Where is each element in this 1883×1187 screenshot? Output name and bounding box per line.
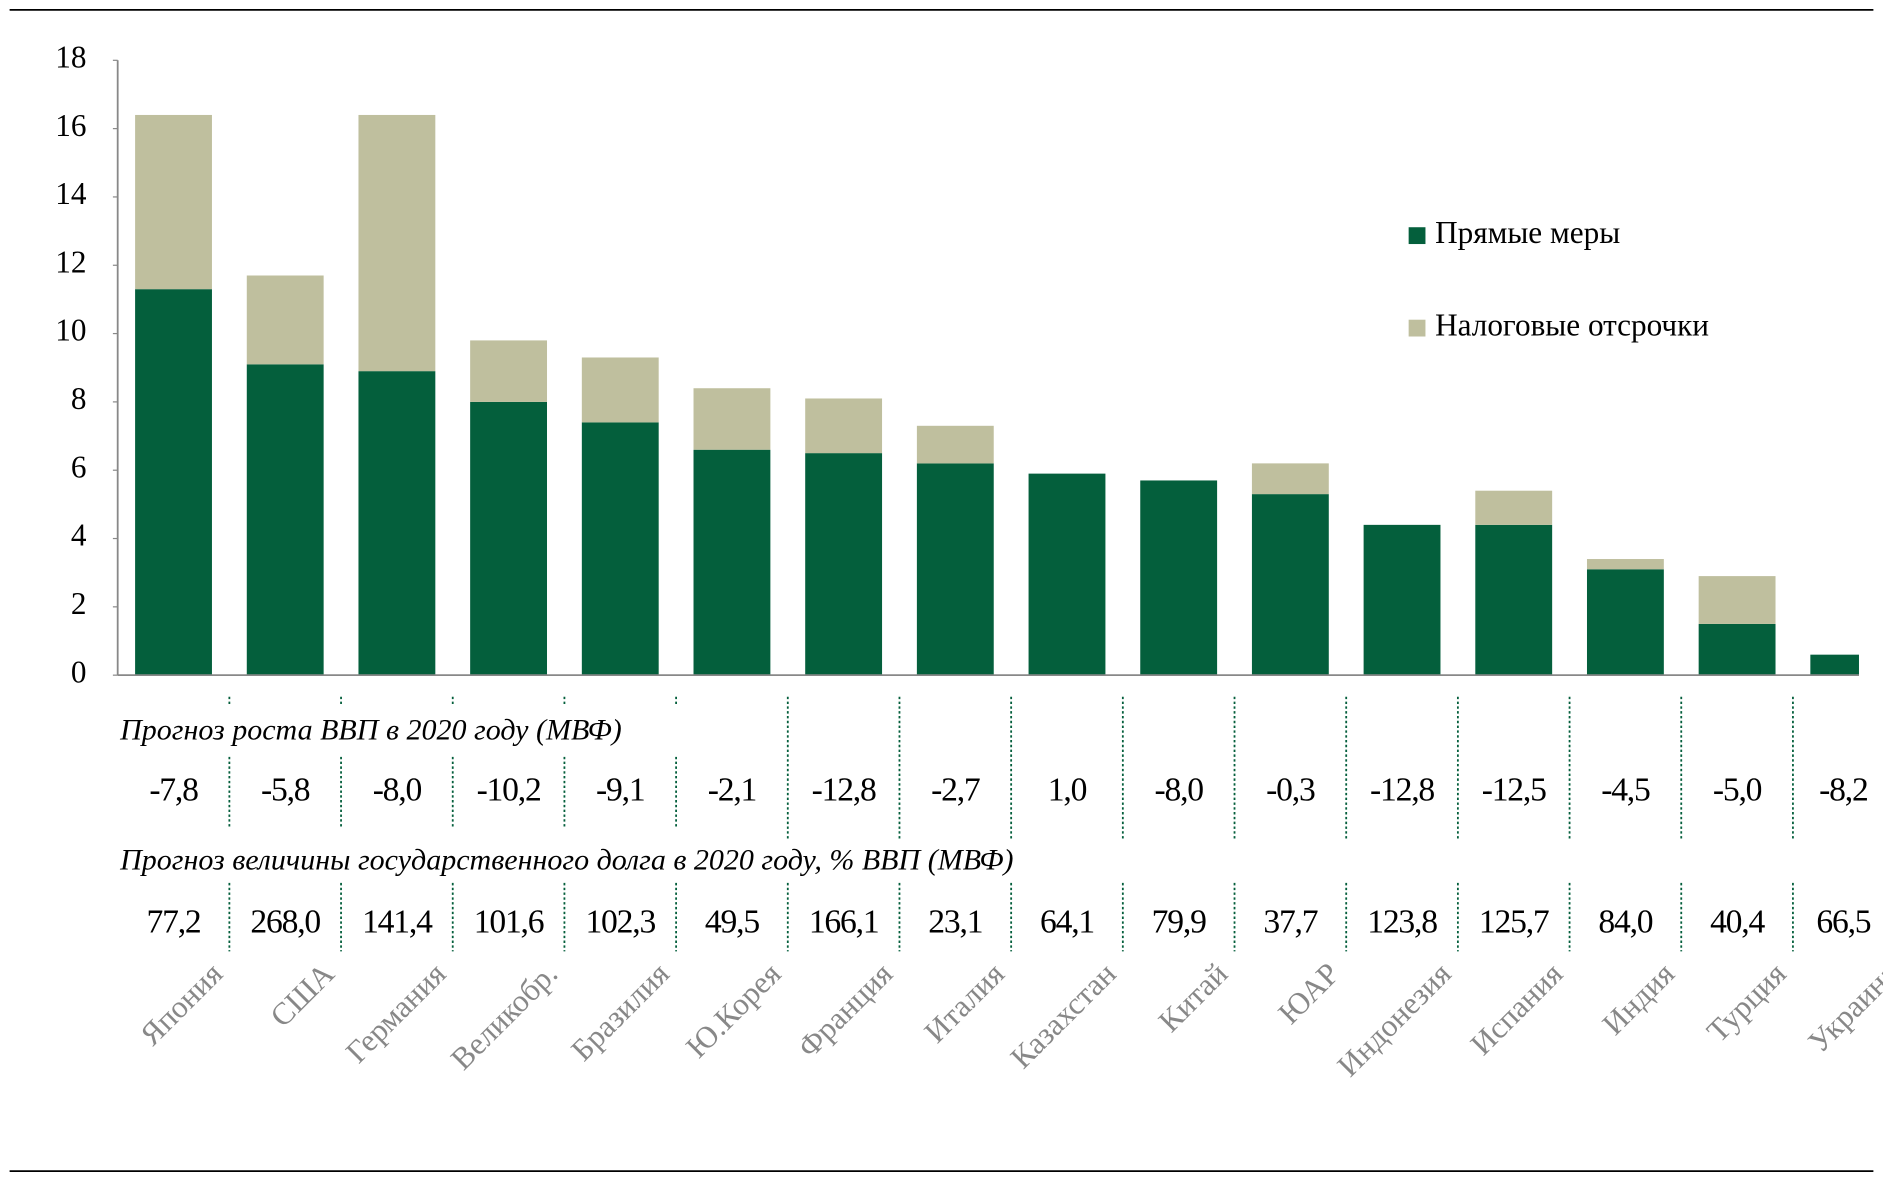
x-tick-label: Великобр. [444, 956, 565, 1077]
y-tick-label: 12 [55, 244, 86, 279]
table-value: 102,3 [585, 904, 655, 941]
table-value: -4,5 [1601, 772, 1650, 809]
bar-segment [1028, 473, 1106, 676]
table-value: -12,8 [812, 772, 876, 809]
bar-segment [805, 398, 883, 454]
y-tick-label: 6 [71, 449, 87, 484]
x-tick-label: Бразилия [564, 956, 676, 1068]
table-value: 37,7 [1263, 904, 1317, 941]
bar-segment [470, 401, 548, 676]
y-tick-label: 10 [55, 313, 86, 348]
bar-segment [581, 357, 659, 423]
x-tick-label: США [263, 956, 341, 1034]
bar-segment [358, 371, 436, 676]
table-value: 64,1 [1040, 904, 1094, 941]
bar-segment [916, 463, 994, 676]
x-tick-label: Франция [791, 956, 900, 1065]
bar-segment [1810, 654, 1859, 676]
table-row-title: Прогноз роста ВВП в 2020 году (МВФ) [119, 714, 622, 747]
bar-segment [1698, 623, 1776, 676]
y-tick-label: 2 [71, 586, 87, 621]
x-tick-label: Украина [1801, 956, 1883, 1060]
bar-segment [916, 425, 994, 464]
table-value: 66,5 [1816, 904, 1870, 941]
bar-segment [1251, 494, 1329, 676]
table-value: 125,7 [1479, 904, 1549, 941]
table-value: -5,0 [1713, 772, 1762, 809]
table-value: -8,0 [373, 772, 422, 809]
legend-swatch [1408, 227, 1426, 245]
table-value: -9,1 [596, 772, 644, 809]
bar-segment [1475, 490, 1553, 525]
table-value: -2,1 [708, 772, 756, 809]
legend-swatch [1408, 319, 1426, 337]
table-value: 84,0 [1598, 904, 1652, 941]
bar-segment [1698, 576, 1776, 624]
bar-segment [1475, 524, 1553, 676]
table-value: 123,8 [1367, 904, 1437, 941]
table-value: -12,8 [1370, 772, 1434, 809]
x-tick-label: Казахстан [1003, 956, 1122, 1075]
x-tick-label: Япония [133, 956, 229, 1052]
table-value: 49,5 [705, 904, 759, 941]
legend-label: Налоговые отсрочки [1435, 307, 1709, 342]
bar-segment [1140, 480, 1218, 676]
y-tick-label: 16 [55, 108, 86, 143]
table-value: 141,4 [362, 904, 433, 941]
bar-segment [693, 388, 771, 450]
table-value: 166,1 [809, 904, 879, 941]
table-value: 1,0 [1048, 772, 1087, 809]
table-value: -8,2 [1819, 772, 1867, 809]
table-value: 23,1 [928, 904, 982, 941]
table-value: 101,6 [474, 904, 544, 941]
bar-segment [581, 422, 659, 676]
table-value: 79,9 [1152, 904, 1206, 941]
bar-segment [246, 275, 324, 365]
table-value: 268,0 [250, 904, 320, 941]
x-tick-label: ЮАР [1271, 956, 1346, 1031]
bar-segment [1363, 524, 1441, 676]
x-tick-label: Турция [1700, 956, 1793, 1049]
legend-label: Прямые меры [1435, 215, 1620, 250]
table-value: -5,8 [261, 772, 310, 809]
table-value: -12,5 [1482, 772, 1546, 809]
bar-segment [805, 453, 883, 676]
x-tick-label: Индия [1595, 956, 1681, 1042]
bar-segment [1586, 559, 1664, 570]
bars [135, 114, 1859, 676]
bar-segment [693, 449, 771, 676]
x-tick-label: Индонезия [1330, 956, 1457, 1083]
x-tick-label: Германия [339, 956, 453, 1070]
y-tick-label: 4 [71, 518, 87, 553]
y-tick-label: 18 [55, 39, 86, 74]
table-value: -0,3 [1266, 772, 1315, 809]
bar-segment [1251, 463, 1329, 495]
table-value: -8,0 [1154, 772, 1203, 809]
bar-segment [1586, 569, 1664, 676]
table-value: -2,7 [931, 772, 980, 809]
bar-segment [358, 114, 436, 372]
table-row-title: Прогноз величины государственного долга … [119, 843, 1013, 876]
bar-segment [470, 340, 548, 402]
table-value: -10,2 [477, 772, 541, 809]
x-tick-label: Китай [1152, 956, 1235, 1039]
x-tick-label: Ю.Корея [679, 956, 788, 1065]
y-tick-label: 8 [71, 381, 87, 416]
table-value: -7,8 [149, 772, 198, 809]
bar-segment [246, 364, 324, 676]
y-tick-label: 0 [71, 654, 87, 689]
bar-segment [135, 114, 212, 290]
x-tick-label: Италия [917, 956, 1011, 1050]
bar-segment [135, 289, 212, 676]
y-tick-label: 14 [55, 176, 87, 211]
x-tick-label: Испания [1463, 956, 1569, 1062]
table-value: 77,2 [147, 904, 201, 941]
table-value: 40,4 [1710, 904, 1765, 941]
